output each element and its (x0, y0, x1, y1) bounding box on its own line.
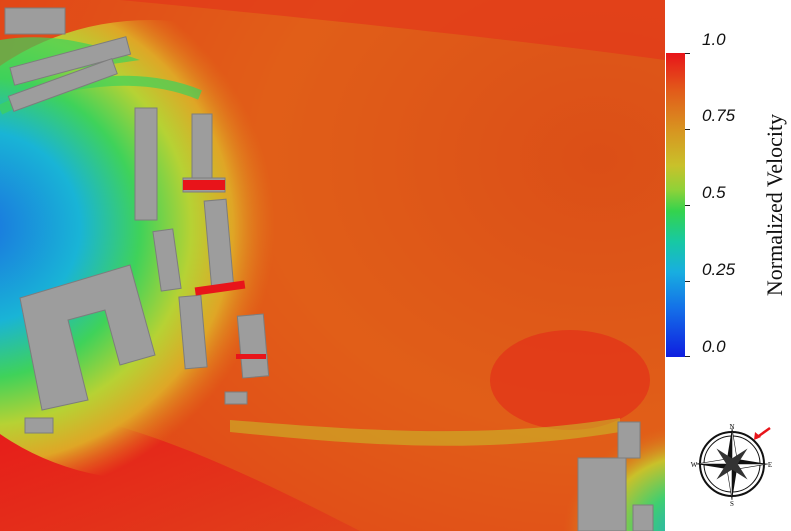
colorbar-tick-label: 0.25 (702, 260, 736, 279)
colorbar-tick-label: 0.75 (702, 106, 736, 125)
velocity-field-plot (0, 0, 665, 531)
colorbar (666, 53, 685, 357)
compass-rose-icon: N S E W (691, 423, 772, 506)
compass-east-label: E (768, 461, 772, 469)
compass-north-label: N (729, 423, 734, 431)
colorbar-tick-label: 1.0 (702, 30, 726, 49)
compass-west-label: W (691, 461, 698, 469)
colorbar-tick (685, 281, 690, 282)
colorbar-tick-label: 0.0 (702, 337, 726, 356)
compass-south-label: S (730, 500, 734, 506)
colorbar-tick (685, 53, 690, 54)
colorbar-tick (685, 205, 690, 206)
colorbar-tick (685, 356, 690, 357)
wind-direction-arrow-icon (754, 426, 771, 440)
colorbar-title: Normalized Velocity (762, 113, 787, 297)
colorbar-tick (685, 129, 690, 130)
colorbar-tick-label: 0.5 (702, 183, 726, 202)
